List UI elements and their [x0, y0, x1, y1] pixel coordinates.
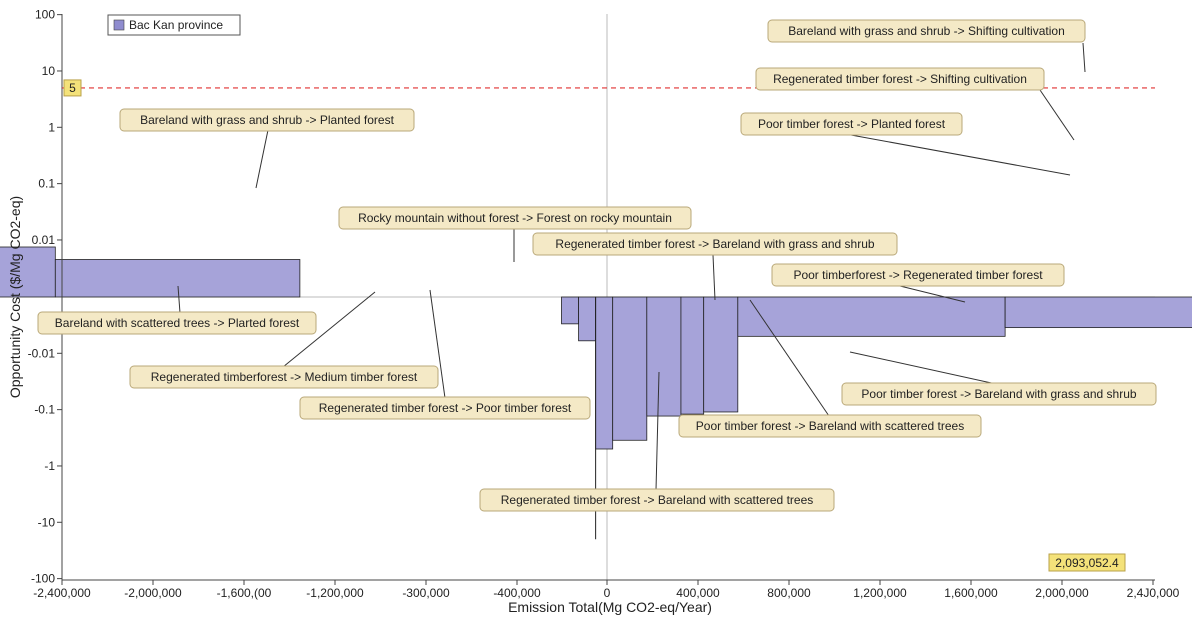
y-axis-title: Opportunity Cost ($/Mg CO2-eq)	[7, 196, 23, 398]
legend-swatch	[113, 19, 125, 31]
annotation-label: Regenerated timber forest -> Shifting cu…	[773, 72, 1027, 86]
annotation-label: Poor timberforest -> Regenerated timber …	[793, 268, 1043, 282]
y-tick-label: 1	[48, 120, 55, 134]
y-tick-label: -0.01	[28, 346, 56, 360]
x-tick-label: 1,200,000	[853, 586, 907, 600]
annotation-label: Poor timber forest -> Bareland with gras…	[861, 387, 1136, 401]
annotation-box	[678, 414, 982, 438]
x-tick-label: -300,000	[402, 586, 450, 600]
y-tick-label: -1	[44, 459, 55, 473]
annotation-box	[119, 108, 415, 132]
bars-layer	[0, 246, 1192, 540]
x-tick-label: 800,000	[767, 586, 811, 600]
ticks-layer: 100 10 1 0.1 0.01 -0.01 -0.1 -1 -10 -100-2,400,00…	[28, 8, 1180, 600]
annotation-label: Regenerated timber forest -> Bareland wi…	[555, 237, 874, 251]
annotation-leader	[282, 291, 376, 368]
x-tick-label: 2,4J0,000	[1127, 586, 1180, 600]
threshold-label: 5	[69, 81, 76, 95]
annotation-leader	[899, 285, 966, 303]
annotation-leader	[255, 129, 269, 189]
bar-14	[595, 296, 614, 450]
annotation-label: Bareland with grass and shrub -> Shiftin…	[788, 24, 1065, 38]
annotation-leader	[1082, 42, 1086, 73]
bar-12	[561, 296, 579, 325]
annotation-leader	[849, 351, 997, 385]
bar-13	[578, 296, 597, 342]
vertical-marker-label: 2,093,052.4	[1055, 556, 1119, 570]
annotation-leader	[1039, 89, 1075, 141]
x-tick-label: -400,000	[493, 586, 541, 600]
annotation-box	[755, 67, 1045, 91]
annotation-box	[740, 112, 963, 136]
y-tick-label: -0.1	[34, 403, 55, 417]
y-tick-label: 100	[35, 8, 55, 22]
annotation-label: Bareland with scattered trees -> Plarted…	[55, 316, 300, 330]
annotation-box	[479, 488, 835, 512]
bar-19	[737, 296, 1006, 337]
legend: Bac Kan province	[107, 14, 241, 36]
annotation-leader	[429, 289, 446, 399]
annotations-layer: Bareland with grass and shrub -> Shiftin…	[37, 19, 1157, 512]
annotation-box	[767, 19, 1086, 43]
legend-box	[107, 14, 241, 36]
x-tick-label: 2,000,000	[1035, 586, 1089, 600]
x-tick-label: 1,600,000	[944, 586, 998, 600]
threshold-badge	[63, 79, 82, 97]
y-tick-label: -10	[38, 515, 56, 529]
x-tick-label: 400,000	[676, 586, 720, 600]
legend-label: Bac Kan province	[129, 18, 223, 32]
y-tick-label: 0.01	[32, 233, 56, 247]
vertical-marker-badge	[1048, 553, 1126, 572]
annotation-box	[532, 232, 898, 256]
annotation-label: Regenerated timber forest -> Bareland wi…	[501, 493, 814, 507]
bar-18	[703, 296, 739, 413]
bar-17	[680, 296, 705, 415]
annotation-label: Bareland with grass and shrub -> Planted…	[140, 113, 394, 127]
annotation-label: Rocky mountain without forest -> Forest …	[358, 211, 672, 225]
annotation-leader	[749, 299, 830, 417]
y-tick-label: 10	[42, 64, 56, 78]
x-tick-label: -1,600,(00	[217, 586, 272, 600]
x-tick-label: -2,400,000	[33, 586, 91, 600]
annotation-box	[771, 263, 1065, 287]
x-tick-label: -1,200,000	[306, 586, 364, 600]
bar-11	[54, 259, 301, 298]
annotation-leader	[655, 371, 660, 491]
annotation-box	[37, 311, 317, 335]
x-axis-title: Emission Total(Mg CO2-eq/Year)	[508, 599, 712, 615]
y-tick-label: 0.1	[38, 177, 55, 191]
annotation-label: Poor timber forest -> Planted forest	[758, 117, 946, 131]
x-tick-label: -2,000,000	[124, 586, 182, 600]
bar-15	[612, 296, 648, 441]
annotation-leader	[712, 254, 716, 301]
annotation-label: Regenerated timberforest -> Medium timbe…	[151, 370, 418, 384]
y-tick-label: -100	[31, 572, 55, 586]
annotation-leader	[850, 134, 1071, 176]
annotation-box	[299, 396, 591, 420]
annotation-leader	[177, 285, 181, 314]
annotation-label: Regenerated timber forest -> Poor timber…	[319, 401, 572, 415]
annotation-box	[129, 365, 439, 389]
bar-16	[646, 296, 682, 417]
annotation-label: Poor timber forest -> Bareland with scat…	[696, 419, 964, 433]
bar-20	[1004, 296, 1192, 329]
x-tick-label: 0	[604, 586, 611, 600]
annotation-box	[338, 206, 692, 230]
annotation-leaders	[177, 42, 1086, 491]
annotation-box	[841, 382, 1157, 406]
